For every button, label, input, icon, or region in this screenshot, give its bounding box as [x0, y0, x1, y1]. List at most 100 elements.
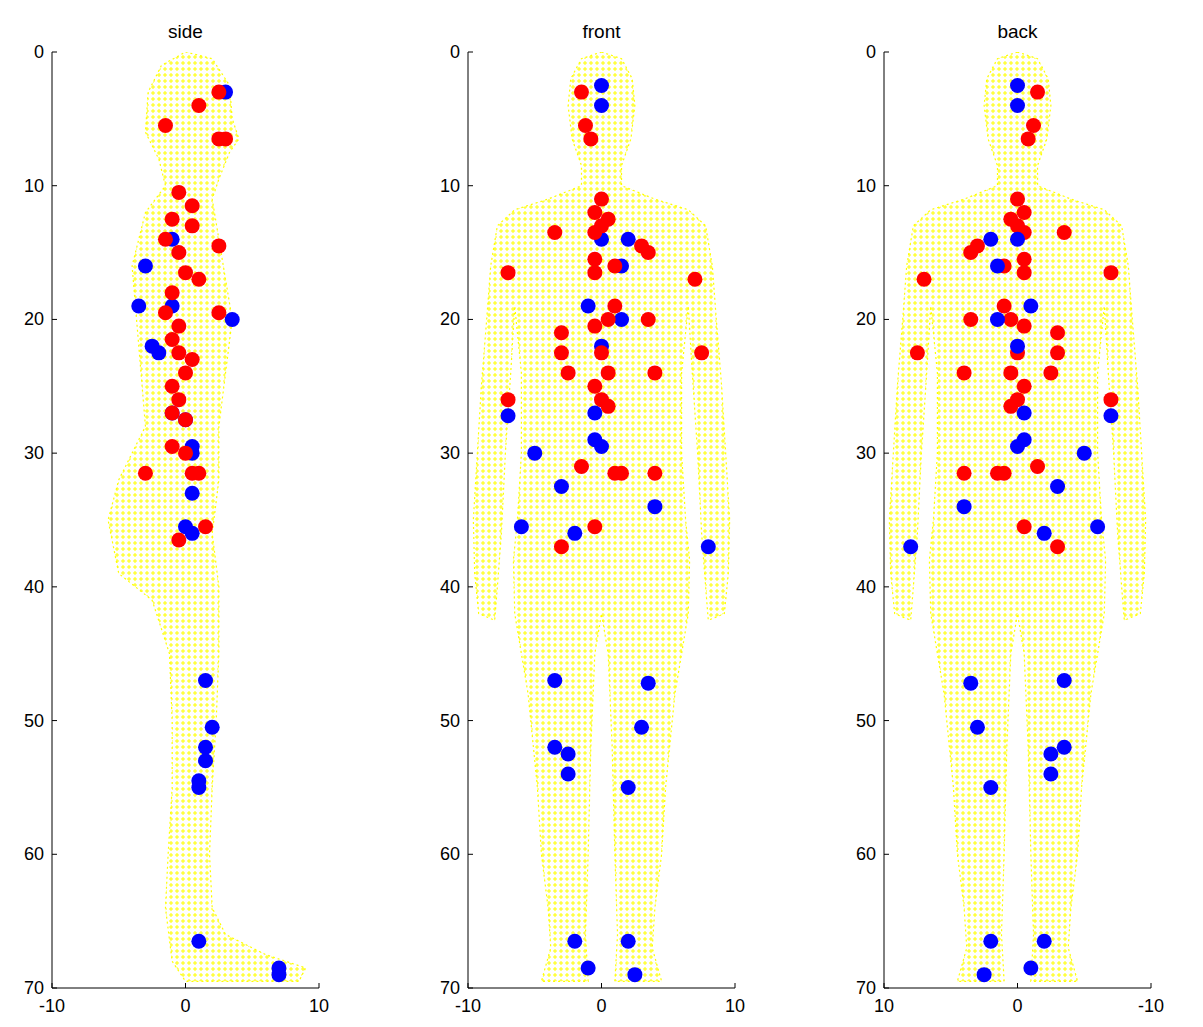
y-tick-label: 40: [440, 577, 460, 597]
x-tick: [319, 983, 320, 988]
y-tick: [884, 720, 889, 721]
panel: 010203040506070100-10back: [856, 21, 1164, 1016]
y-tick: [468, 988, 473, 989]
y-axis-line: [468, 52, 469, 988]
point: [903, 539, 918, 554]
point: [647, 365, 662, 380]
point: [165, 212, 180, 227]
y-tick: [52, 52, 57, 53]
point: [1017, 406, 1032, 421]
point: [647, 499, 662, 514]
point: [1057, 740, 1072, 755]
point: [171, 185, 186, 200]
point: [910, 345, 925, 360]
y-tick-label: 30: [24, 443, 44, 463]
y-tick: [468, 586, 473, 587]
point: [957, 365, 972, 380]
point: [1023, 960, 1038, 975]
point: [587, 519, 602, 534]
point: [1057, 673, 1072, 688]
point: [641, 312, 656, 327]
y-tick-label: 30: [856, 443, 876, 463]
x-tick-label: 0: [1012, 996, 1022, 1016]
y-tick: [52, 988, 57, 989]
point: [554, 539, 569, 554]
y-tick: [468, 52, 473, 53]
point: [587, 225, 602, 240]
point: [178, 365, 193, 380]
point: [614, 312, 629, 327]
y-tick: [884, 185, 889, 186]
point: [1010, 98, 1025, 113]
point: [641, 245, 656, 260]
point: [567, 934, 582, 949]
body-outline: [473, 52, 729, 981]
point: [627, 967, 642, 982]
point: [211, 305, 226, 320]
point: [567, 526, 582, 541]
point: [601, 212, 616, 227]
point: [1010, 192, 1025, 207]
y-tick-label: 70: [24, 978, 44, 998]
panel: 010203040506070-10010side: [24, 21, 329, 1016]
y-tick: [884, 586, 889, 587]
point: [1017, 319, 1032, 334]
point: [581, 960, 596, 975]
point: [178, 446, 193, 461]
point: [1017, 205, 1032, 220]
x-tick: [52, 983, 53, 988]
point: [1043, 747, 1058, 762]
point: [621, 232, 636, 247]
point: [138, 466, 153, 481]
point: [957, 499, 972, 514]
point: [1043, 365, 1058, 380]
point: [694, 345, 709, 360]
point: [198, 673, 213, 688]
point: [1050, 345, 1065, 360]
x-tick-label: -10: [455, 996, 481, 1016]
point: [587, 379, 602, 394]
point: [983, 780, 998, 795]
x-tick-label: -10: [1138, 996, 1164, 1016]
point: [1023, 299, 1038, 314]
point: [1017, 265, 1032, 280]
y-tick: [468, 854, 473, 855]
y-tick-label: 10: [856, 176, 876, 196]
point: [1103, 392, 1118, 407]
axes: 010203040506070-10010: [24, 42, 329, 1016]
y-tick-label: 20: [24, 309, 44, 329]
point: [1003, 399, 1018, 414]
point: [1010, 339, 1025, 354]
point: [578, 118, 593, 133]
panel-title: front: [582, 21, 621, 42]
point: [151, 345, 166, 360]
y-tick: [884, 52, 889, 53]
y-tick: [468, 720, 473, 721]
x-tick-label: 0: [596, 996, 606, 1016]
point: [191, 272, 206, 287]
point: [165, 439, 180, 454]
y-tick-label: 10: [24, 176, 44, 196]
y-axis-line: [884, 52, 885, 988]
y-tick-label: 0: [450, 42, 460, 62]
axes: 010203040506070-10010: [440, 42, 745, 1016]
point: [1103, 408, 1118, 423]
point: [158, 118, 173, 133]
point: [990, 258, 1005, 273]
point: [1003, 312, 1018, 327]
y-tick-label: 60: [856, 844, 876, 864]
point: [607, 299, 622, 314]
point: [594, 345, 609, 360]
point: [574, 85, 589, 100]
point: [158, 232, 173, 247]
y-tick: [884, 319, 889, 320]
point: [185, 198, 200, 213]
point: [1030, 459, 1045, 474]
point: [587, 319, 602, 334]
point: [547, 225, 562, 240]
scatter-series: [501, 85, 710, 555]
x-tick-label: 10: [725, 996, 745, 1016]
x-tick: [1017, 983, 1018, 988]
plot-area: [108, 52, 306, 982]
y-tick: [884, 988, 889, 989]
